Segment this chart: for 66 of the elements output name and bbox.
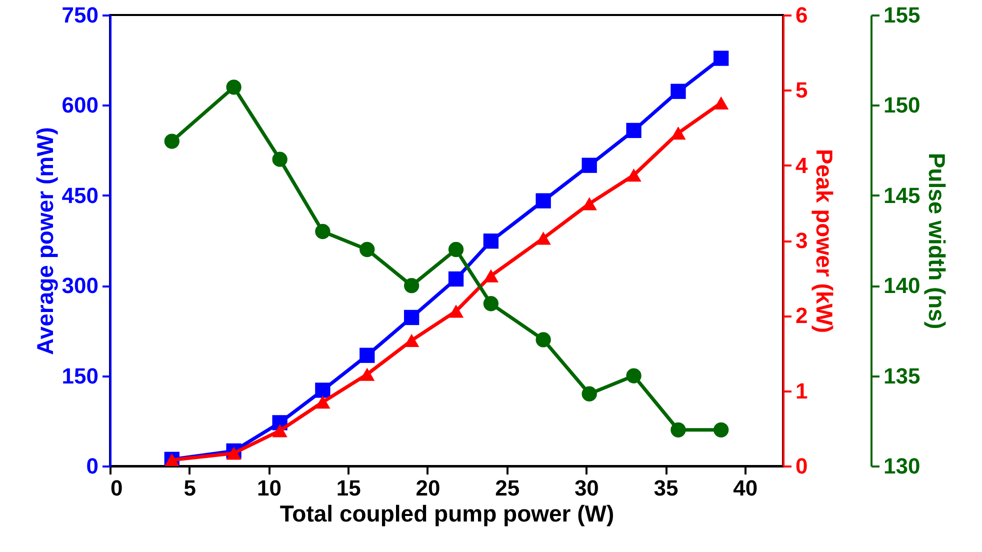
point bbox=[164, 134, 180, 149]
y2-tick-label: 6 bbox=[796, 2, 808, 28]
point bbox=[448, 271, 464, 287]
x-tick-label: 40 bbox=[733, 476, 758, 500]
point bbox=[483, 234, 499, 249]
point bbox=[360, 368, 375, 381]
y-axis-title: Average power (mW) bbox=[32, 127, 58, 355]
point bbox=[582, 386, 597, 402]
point bbox=[670, 84, 686, 99]
y-tick-label: 450 bbox=[62, 182, 98, 208]
point bbox=[315, 224, 330, 240]
y3-tick-label: 145 bbox=[884, 182, 920, 208]
point bbox=[360, 242, 375, 258]
y-tick-label: 600 bbox=[62, 92, 98, 118]
point bbox=[272, 424, 288, 438]
point bbox=[670, 126, 686, 140]
y2-tick-label: 0 bbox=[796, 454, 808, 478]
point bbox=[483, 296, 499, 312]
y2-axis-title: Peak power (kW) bbox=[812, 148, 838, 334]
y-tick-label: 150 bbox=[62, 363, 98, 388]
y2-tick-label: 5 bbox=[796, 78, 808, 103]
point bbox=[714, 422, 729, 438]
y3-tick-label: 150 bbox=[884, 92, 920, 118]
point bbox=[626, 122, 642, 138]
y3-tick-label: 140 bbox=[884, 273, 920, 298]
point bbox=[582, 158, 597, 173]
point bbox=[626, 368, 642, 384]
point bbox=[536, 193, 551, 208]
point bbox=[226, 446, 242, 460]
x-tick-label: 15 bbox=[336, 476, 361, 500]
y2-tick-label: 4 bbox=[796, 152, 808, 178]
y3-axis-title: Pulse width (ns) bbox=[924, 152, 950, 330]
point bbox=[315, 396, 330, 409]
x-tick-label: 35 bbox=[654, 476, 678, 500]
point bbox=[448, 242, 464, 258]
x-tick-label: 20 bbox=[416, 476, 440, 500]
x-tick-label: 10 bbox=[256, 476, 282, 500]
point bbox=[226, 80, 242, 95]
x-tick-label: 0 bbox=[110, 476, 123, 500]
x-tick-label: 30 bbox=[574, 476, 599, 500]
point bbox=[404, 310, 420, 326]
point bbox=[714, 96, 729, 110]
y-tick-label: 750 bbox=[62, 2, 98, 28]
point bbox=[483, 269, 499, 282]
point bbox=[626, 168, 642, 182]
x-axis-title: Total coupled pump power (W) bbox=[280, 500, 614, 526]
y3-tick-label: 155 bbox=[884, 2, 920, 28]
y-tick-label: 300 bbox=[62, 273, 98, 298]
point bbox=[315, 382, 330, 398]
point bbox=[272, 152, 288, 167]
x-tick-label: 25 bbox=[495, 476, 520, 500]
point bbox=[670, 422, 686, 438]
y3-tick-label: 130 bbox=[884, 454, 920, 478]
y2-tick-label: 3 bbox=[796, 228, 808, 253]
point bbox=[404, 278, 420, 294]
point bbox=[582, 197, 597, 210]
point bbox=[448, 304, 464, 318]
point bbox=[536, 332, 551, 348]
y3-tick-label: 135 bbox=[884, 363, 920, 388]
y2-tick-label: 2 bbox=[796, 303, 808, 328]
point bbox=[536, 232, 551, 245]
y-tick-label: 0 bbox=[86, 454, 98, 478]
point bbox=[360, 348, 375, 363]
x-tick-label: 5 bbox=[184, 476, 196, 500]
y2-tick-label: 1 bbox=[796, 378, 808, 404]
point bbox=[714, 50, 729, 66]
